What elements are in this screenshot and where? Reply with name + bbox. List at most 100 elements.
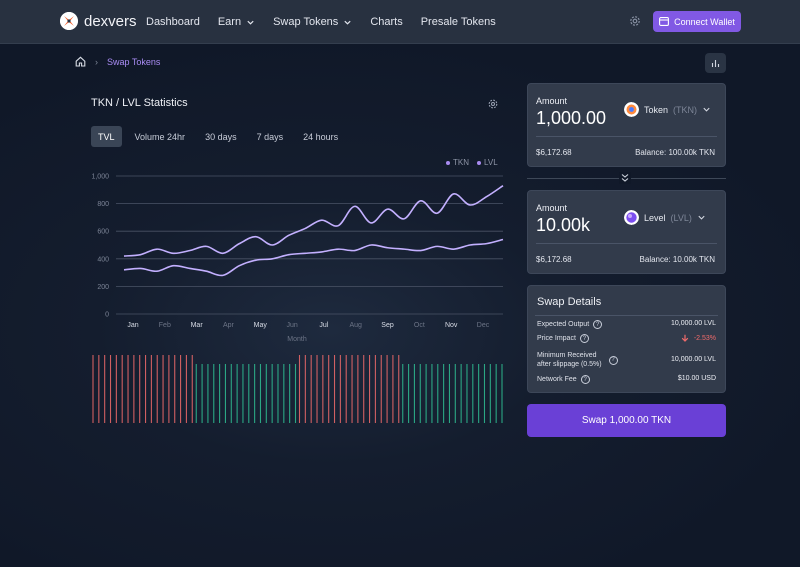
tab-volume-24hr[interactable]: Volume 24hr	[134, 131, 186, 142]
from-balance: Balance: 100.00k TKN	[635, 148, 715, 157]
y-tick-label: 0	[105, 312, 109, 319]
legend-dot-icon	[477, 160, 481, 165]
series-line-tkn	[123, 184, 504, 257]
stats-settings-icon[interactable]	[487, 98, 499, 110]
tab-30-days[interactable]: 30 days	[205, 131, 237, 142]
chevron-right-icon: ›	[95, 56, 98, 67]
detail-value-negative: -2.53%	[681, 334, 716, 342]
to-token-select[interactable]: Level (LVL)	[624, 210, 706, 225]
arrow-down-icon	[681, 334, 689, 342]
logo[interactable]: dexvers	[60, 12, 137, 30]
to-token-name: Level	[644, 212, 666, 223]
logo-mark-icon	[60, 12, 78, 30]
x-tick-label: Apr	[223, 322, 235, 329]
y-tick-label: 600	[97, 229, 109, 236]
x-tick-label: Jul	[319, 322, 328, 329]
price-impact-value: -2.53%	[693, 334, 716, 342]
detail-label: Price Impact	[537, 335, 576, 342]
nav-presale-tokens[interactable]: Presale Tokens	[421, 16, 496, 28]
wallet-icon	[659, 17, 670, 26]
y-tick-label: 1,000	[91, 174, 109, 181]
to-token-symbol: (LVL)	[670, 212, 692, 223]
connect-wallet-label: Connect Wallet	[674, 16, 735, 27]
from-token-select[interactable]: Token (TKN)	[624, 102, 711, 117]
legend-item-tkn: TKN	[446, 158, 469, 167]
detail-label: Expected Output	[537, 321, 590, 328]
home-icon[interactable]	[75, 56, 86, 67]
to-amount-label: Amount	[536, 203, 568, 213]
swap-direction-icon[interactable]	[619, 172, 631, 184]
details-divider	[535, 315, 718, 316]
x-tick-label: Jun	[286, 322, 297, 329]
detail-sublabel: after slippage (0.5%)	[537, 361, 602, 368]
tab-24-hours[interactable]: 24 hours	[303, 131, 339, 142]
x-axis-label: Month	[287, 336, 307, 343]
legend-label: LVL	[484, 158, 498, 167]
detail-label-block: Minimum Received after slippage (0.5%)	[537, 351, 602, 369]
x-tick-label: Nov	[445, 322, 458, 329]
settings-gear-icon[interactable]	[628, 14, 642, 28]
from-amount-input[interactable]: 1,000.00	[536, 108, 607, 128]
logo-text: dexvers	[84, 12, 137, 30]
legend-label: TKN	[453, 158, 469, 167]
connect-wallet-button[interactable]: Connect Wallet	[653, 11, 741, 32]
x-tick-label: Aug	[349, 322, 362, 329]
from-token-name: Token	[644, 104, 669, 115]
nav-charts[interactable]: Charts	[370, 16, 402, 28]
from-token-symbol: (TKN)	[673, 104, 698, 115]
nav-dashboard[interactable]: Dashboard	[146, 16, 200, 28]
detail-label: Network Fee	[537, 376, 577, 383]
swap-details-card	[527, 285, 726, 393]
x-tick-label: Feb	[159, 322, 171, 329]
legend-item-lvl: LVL	[477, 158, 498, 167]
stats-title: TKN / LVL Statistics	[91, 97, 188, 109]
chevron-down-icon	[344, 20, 351, 25]
chart-toggle-button[interactable]	[705, 53, 726, 73]
breadcrumb: › Swap Tokens	[75, 56, 160, 67]
y-tick-label: 400	[97, 256, 109, 263]
y-tick-label: 800	[97, 201, 109, 208]
lvl-token-icon	[624, 210, 639, 225]
nav-swap-tokens[interactable]: Swap Tokens	[273, 16, 352, 28]
detail-value: 10,000.00 LVL	[670, 320, 716, 327]
main-nav: Dashboard Earn Swap Tokens Charts Presal…	[146, 0, 514, 44]
x-tick-label: Jan	[127, 322, 138, 329]
tab-tvl[interactable]: TVL	[91, 126, 122, 147]
series-line-lvl	[123, 238, 504, 277]
tab-7-days[interactable]: 7 days	[256, 131, 284, 142]
detail-minimum-received: Minimum Received after slippage (0.5%) ?	[537, 351, 618, 369]
x-tick-label: Oct	[414, 322, 425, 329]
detail-price-impact: Price Impact ?	[537, 334, 589, 343]
card-divider	[536, 136, 717, 137]
chevron-down-icon	[698, 215, 705, 220]
x-tick-label: Sep	[381, 322, 394, 329]
nav-dashboard-label: Dashboard	[146, 16, 200, 28]
nav-earn-label: Earn	[217, 16, 242, 28]
tkn-token-icon	[624, 102, 639, 117]
bar-chart-icon	[711, 59, 720, 67]
breadcrumb-current[interactable]: Swap Tokens	[107, 56, 161, 67]
stats-tabs: TVL Volume 24hr 30 days 7 days 24 hours	[91, 126, 351, 147]
x-tick-label: Dec	[477, 322, 490, 329]
y-tick-label: 200	[97, 284, 109, 291]
to-balance: Balance: 10.00k TKN	[639, 255, 715, 264]
from-amount-label: Amount	[536, 96, 568, 106]
nav-presale-tokens-label: Presale Tokens	[420, 16, 496, 28]
swap-button[interactable]: Swap 1,000.00 TKN	[527, 404, 726, 437]
detail-value: $10.00 USD	[677, 375, 716, 382]
nav-earn[interactable]: Earn	[218, 16, 255, 28]
swap-details-title: Swap Details	[537, 296, 602, 308]
chart-legend: TKN LVL	[446, 158, 498, 167]
card-divider	[536, 243, 717, 244]
x-tick-label: May	[254, 322, 268, 329]
help-icon[interactable]: ?	[579, 334, 589, 343]
nav-charts-label: Charts	[370, 16, 403, 28]
x-tick-label: Mar	[191, 322, 204, 329]
help-icon[interactable]: ?	[593, 320, 603, 329]
from-usd-value: $6,172.68	[536, 148, 572, 157]
help-icon[interactable]: ?	[608, 355, 618, 365]
swap-from-card: Amount 1,000.00 Token (TKN) $6,172.68 Ba…	[527, 83, 726, 167]
help-icon[interactable]: ?	[580, 375, 590, 384]
to-amount-input[interactable]: 10.00k	[536, 215, 591, 235]
